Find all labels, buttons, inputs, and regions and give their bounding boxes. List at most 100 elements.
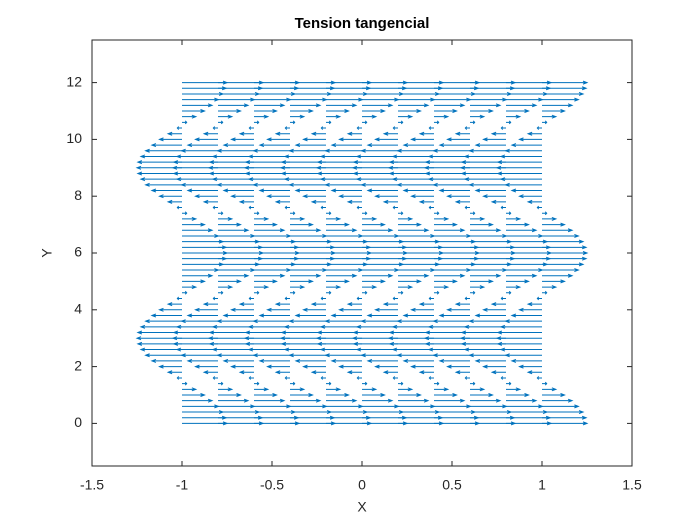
arrow [290, 228, 322, 233]
arrow [302, 137, 326, 142]
x-tick-label: -0.5 [260, 477, 284, 493]
arrow [258, 358, 290, 363]
arrow [330, 143, 362, 148]
y-tick-label: 6 [74, 244, 82, 260]
arrow [346, 131, 362, 136]
arrow [222, 313, 254, 318]
arrow [428, 376, 434, 380]
arrow [182, 398, 214, 403]
arrow [194, 364, 218, 369]
arrow [428, 296, 434, 301]
arrow [362, 211, 368, 216]
arrow [446, 307, 470, 312]
arrow [382, 131, 398, 136]
arrow [374, 307, 398, 312]
arrow [496, 171, 542, 176]
arrow [463, 177, 506, 182]
arrow [518, 364, 542, 369]
arrow [396, 148, 434, 153]
arrow [510, 358, 542, 363]
arrow [432, 319, 470, 324]
arrow [150, 313, 182, 318]
arrow [186, 358, 218, 363]
y-tick-label: 10 [66, 130, 82, 146]
arrow [470, 279, 494, 284]
arrow [158, 137, 182, 142]
arrow [356, 126, 362, 130]
arrow [434, 114, 450, 119]
arrow [464, 205, 470, 210]
arrow [432, 148, 470, 153]
arrow [310, 302, 326, 307]
arrow [506, 381, 512, 386]
arrow [382, 199, 398, 204]
arrow [542, 393, 566, 397]
arrow [218, 109, 242, 113]
arrow [427, 177, 470, 182]
arrow [294, 313, 326, 318]
arrow [434, 103, 466, 108]
arrow [496, 330, 542, 335]
arrow [542, 268, 580, 273]
arrow [290, 114, 306, 119]
arrow [470, 387, 486, 392]
arrow [428, 205, 434, 210]
arrow [176, 126, 182, 130]
arrow [362, 114, 378, 119]
arrow [506, 211, 512, 216]
arrow [542, 251, 589, 255]
arrow [284, 376, 290, 380]
arrow [254, 285, 270, 290]
arrow [166, 131, 182, 136]
arrow [212, 126, 218, 130]
arrow [470, 290, 476, 295]
arrow [283, 324, 326, 329]
x-tick-label: 0 [358, 477, 366, 493]
y-tick-label: 2 [74, 357, 82, 373]
arrow [355, 154, 398, 159]
arrow [468, 353, 506, 358]
arrow [338, 307, 362, 312]
arrow [274, 199, 290, 204]
arrow [470, 381, 476, 386]
arrow [326, 228, 358, 233]
arrow [418, 199, 434, 204]
arrow [510, 188, 542, 193]
arrow [254, 393, 278, 397]
arrow [382, 370, 398, 375]
arrow [218, 290, 224, 295]
arrow [499, 177, 542, 182]
arrow [283, 154, 326, 159]
arrow [319, 347, 362, 352]
arrow [402, 313, 434, 318]
arrow [470, 103, 502, 108]
arrow [427, 154, 470, 159]
arrow [290, 222, 314, 227]
arrow [218, 222, 242, 227]
arrow [506, 109, 530, 113]
arrow [398, 398, 430, 403]
arrow [362, 387, 378, 392]
arrow [506, 393, 530, 397]
arrow [302, 364, 326, 369]
x-tick-label: -1 [176, 477, 189, 493]
arrow [180, 319, 218, 324]
arrow [360, 353, 398, 358]
arrow [366, 358, 398, 363]
arrow [392, 296, 398, 301]
arrow [410, 194, 434, 199]
arrow [542, 279, 566, 284]
arrow [266, 194, 290, 199]
arrow [254, 387, 270, 392]
arrow [166, 302, 182, 307]
arrow [283, 177, 326, 182]
y-tick-label: 12 [66, 73, 82, 89]
arrow [382, 302, 398, 307]
arrow [166, 199, 182, 204]
arrow [216, 148, 254, 153]
arrow [176, 205, 182, 210]
arrow [194, 307, 218, 312]
arrow [158, 364, 182, 369]
arrow [362, 290, 368, 295]
arrow [366, 188, 398, 193]
